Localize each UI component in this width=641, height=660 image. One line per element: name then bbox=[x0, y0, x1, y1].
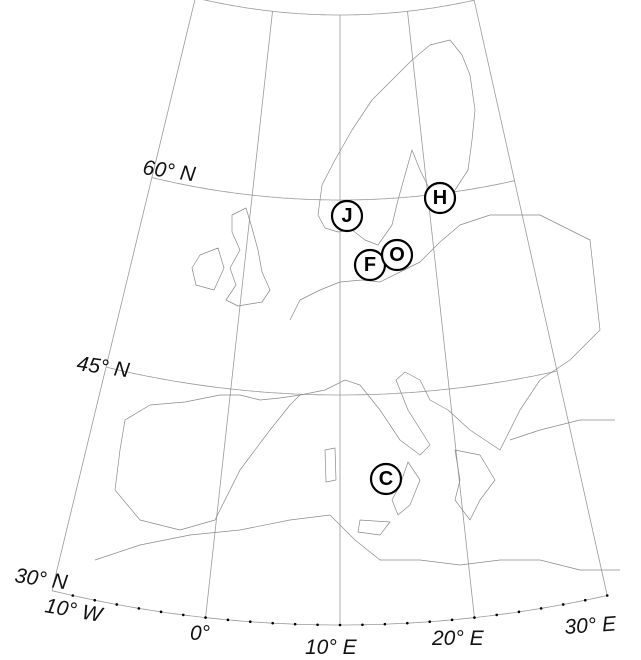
tick-dot bbox=[71, 594, 75, 597]
continent bbox=[114, 214, 601, 531]
marker: F bbox=[353, 248, 387, 282]
meridian-label: 0° bbox=[190, 622, 210, 645]
marker: H bbox=[423, 181, 457, 215]
marker: O bbox=[380, 238, 414, 272]
tick-dot bbox=[316, 623, 319, 627]
marker-label: J bbox=[341, 205, 352, 227]
graticule bbox=[51, 0, 609, 627]
tick-dot bbox=[517, 610, 521, 614]
tick-dot bbox=[383, 622, 387, 626]
marker-label: F bbox=[364, 254, 376, 276]
tick-dot bbox=[428, 620, 432, 624]
marker: C bbox=[369, 462, 403, 496]
marker-label: H bbox=[433, 187, 447, 209]
tick-dot bbox=[605, 594, 609, 597]
tick-dot bbox=[204, 616, 207, 619]
meridian-label: 30° E bbox=[564, 612, 618, 639]
tick-dot bbox=[338, 623, 342, 627]
meridian-line bbox=[473, 0, 608, 596]
meridian-line bbox=[407, 11, 475, 618]
turkey-coast bbox=[509, 419, 615, 441]
tick-dot bbox=[159, 610, 163, 614]
meridian-label: 10° W bbox=[43, 594, 106, 627]
parallel-line bbox=[203, 0, 475, 16]
marker: J bbox=[330, 199, 364, 233]
britain bbox=[225, 207, 271, 307]
tick-dot bbox=[271, 621, 274, 625]
africa-coast bbox=[94, 514, 620, 571]
sardinia bbox=[324, 447, 337, 483]
meridian-line bbox=[51, 0, 196, 591]
parallel-line bbox=[151, 177, 515, 201]
tick-dot bbox=[293, 622, 297, 626]
tick-dot bbox=[583, 598, 587, 602]
tick-dot bbox=[361, 623, 364, 627]
parallel-line bbox=[105, 366, 558, 396]
tick-dot bbox=[495, 613, 499, 617]
meridian-label: 20° E bbox=[431, 627, 485, 650]
tick-dot bbox=[137, 607, 141, 610]
marker-label: O bbox=[389, 244, 405, 266]
tick-dot bbox=[181, 613, 185, 617]
axis-labels: 60° N 45° N 30° N 10° W 0° 10° E 20° E 3… bbox=[13, 156, 618, 659]
tick-dot bbox=[539, 607, 543, 610]
coastlines bbox=[94, 39, 620, 571]
tick-dot bbox=[473, 616, 476, 619]
parallel-label: 45° N bbox=[75, 352, 131, 382]
greece bbox=[454, 449, 496, 521]
meridian-line bbox=[205, 11, 273, 618]
scandinavia bbox=[317, 39, 476, 246]
parallel-label: 60° N bbox=[141, 156, 197, 186]
tick-dot bbox=[450, 618, 454, 622]
tick-dot bbox=[561, 603, 565, 606]
tick-dot bbox=[93, 598, 97, 602]
parallel-label: 30° N bbox=[13, 564, 69, 594]
tick-dot bbox=[406, 621, 409, 625]
tick-dot bbox=[226, 618, 230, 622]
tick-dot bbox=[248, 620, 252, 624]
tick-dot bbox=[115, 603, 119, 606]
markers: J F O H C bbox=[330, 181, 457, 496]
meridian-label: 10° E bbox=[305, 636, 358, 659]
ireland bbox=[191, 247, 225, 291]
sicily bbox=[357, 519, 391, 536]
marker-label: C bbox=[379, 468, 393, 490]
parallel-line bbox=[51, 590, 608, 626]
